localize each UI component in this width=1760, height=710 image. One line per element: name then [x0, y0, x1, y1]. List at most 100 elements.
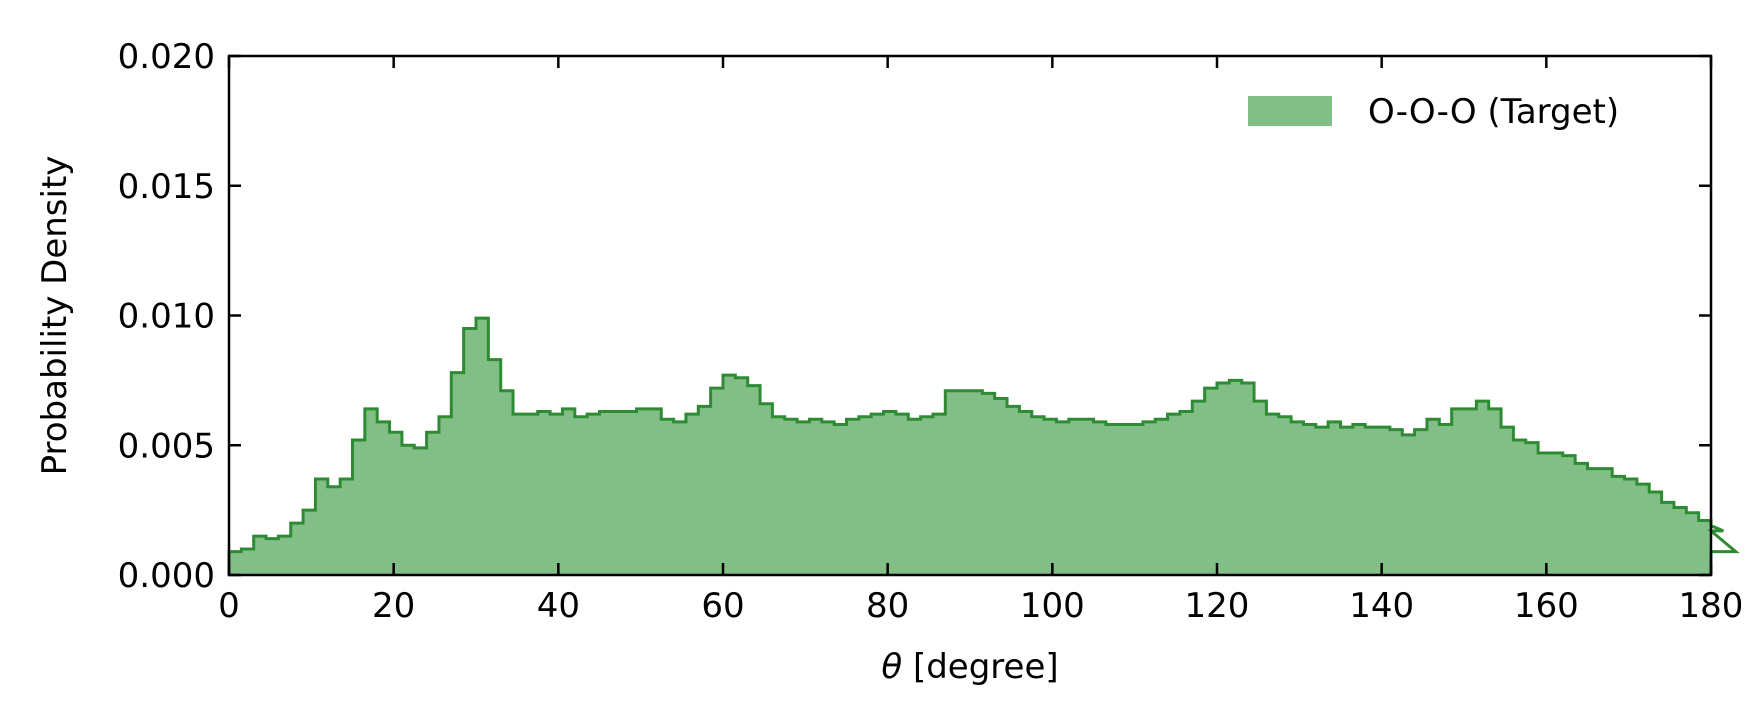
histogram-bar [1451, 408, 1465, 575]
histogram-bar [1624, 478, 1638, 575]
histogram-bar [760, 403, 773, 575]
histogram-bar [290, 523, 304, 575]
histogram-bar [1303, 424, 1317, 575]
histogram-bar [1661, 502, 1675, 575]
histogram-bar [488, 359, 502, 575]
histogram-bar [1068, 419, 1082, 575]
histogram-bar [1550, 453, 1564, 575]
x-axis-symbol: θ [881, 647, 902, 687]
histogram-bar [920, 416, 934, 575]
histogram-bar [1315, 427, 1329, 575]
histogram-bar [513, 414, 526, 575]
histogram-bar [352, 440, 366, 575]
histogram-bar [401, 445, 415, 575]
histogram-bar [1266, 414, 1280, 575]
histogram-bar [315, 478, 329, 575]
histogram-bar [1464, 408, 1477, 575]
histogram-bar [266, 538, 279, 575]
histogram-bar [1241, 382, 1255, 575]
histogram-bar [438, 416, 452, 575]
histogram-bar [1229, 380, 1243, 575]
histogram-bar [1686, 512, 1700, 575]
histogram-bar [661, 419, 674, 575]
histogram-bar [1587, 468, 1601, 575]
histogram-bar [698, 406, 712, 575]
histogram-bar [735, 377, 749, 575]
y-tick-label: 0.015 [118, 167, 215, 207]
histogram-bar [1142, 421, 1156, 575]
histogram-outline [227, 316, 1740, 575]
histogram-bar [1389, 429, 1403, 575]
histogram-bar [1488, 408, 1502, 575]
histogram-bar [1155, 419, 1168, 575]
histogram-bar [389, 432, 403, 575]
histogram-bar [229, 551, 242, 575]
histogram-bar [1328, 421, 1341, 575]
histogram-bar [587, 414, 600, 575]
histogram-bar [994, 398, 1008, 575]
x-tick-label: 0 [218, 586, 240, 626]
histogram-bar [932, 414, 946, 575]
histogram-bar [1130, 424, 1144, 575]
histogram-bar [253, 536, 267, 575]
x-tick-label: 20 [372, 586, 415, 626]
histogram-bar [723, 375, 736, 575]
histogram-bar [1501, 427, 1514, 575]
histogram-bar [537, 411, 551, 575]
histogram-bar [636, 408, 650, 575]
histogram-bar [525, 414, 539, 575]
histogram-bar [599, 411, 613, 575]
histogram-bar [340, 478, 353, 575]
histogram-bar [685, 414, 699, 575]
histogram-bar [1402, 434, 1415, 575]
histogram-bar [871, 414, 884, 575]
histogram-bar [1513, 440, 1527, 575]
histogram-bar [1439, 424, 1453, 575]
histogram-bar [278, 536, 292, 575]
x-tick-label: 120 [1185, 586, 1250, 626]
histogram-bar [1167, 414, 1181, 575]
histogram-bar [463, 328, 477, 575]
histogram-bar [1538, 453, 1551, 575]
histogram-bar [1278, 416, 1292, 575]
y-tick-label: 0.020 [118, 37, 215, 77]
histogram-bar [327, 486, 341, 575]
histogram-bar [883, 411, 897, 575]
histogram-bar [710, 388, 724, 575]
histogram-bar [1056, 421, 1070, 575]
histogram-bar [1673, 507, 1687, 575]
x-tick-label: 100 [1020, 586, 1085, 626]
histogram-bar [895, 414, 909, 575]
histogram-bar [611, 411, 625, 575]
histogram-bar [945, 390, 959, 575]
histogram-bar [451, 372, 465, 575]
y-tick-label: 0.005 [118, 426, 215, 466]
y-tick-label: 0.000 [118, 556, 215, 596]
x-tick-label: 160 [1514, 586, 1579, 626]
histogram-bar [1525, 442, 1539, 575]
histogram-bar [562, 408, 576, 575]
histogram-bar [1093, 421, 1107, 575]
histogram-bar [1562, 455, 1576, 575]
histogram-bar [1476, 401, 1490, 575]
histogram-bar [846, 419, 860, 575]
histogram-bar [797, 421, 810, 575]
histogram-bar [500, 390, 514, 575]
histogram-bar [908, 419, 921, 575]
y-axis-label: Probability Density [35, 156, 75, 476]
histogram-bar [1118, 424, 1131, 575]
histogram-bar [1365, 427, 1378, 575]
histogram-bar [673, 421, 687, 575]
histogram-bar [303, 510, 316, 575]
histogram-bar [809, 419, 823, 575]
histogram-bar [834, 424, 847, 575]
histogram-bar [426, 432, 440, 575]
histogram-bar [377, 421, 390, 575]
x-tick-label: 40 [537, 586, 580, 626]
histogram-bar [364, 408, 378, 575]
x-tick-label: 140 [1349, 586, 1414, 626]
x-tick-label: 60 [701, 586, 744, 626]
x-axis-label: θ [degree] [881, 647, 1058, 687]
